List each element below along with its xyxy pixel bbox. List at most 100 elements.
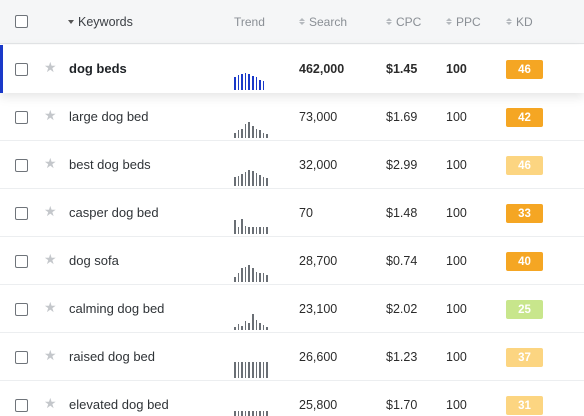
keyword-link[interactable]: elevated dog bed (69, 397, 169, 412)
sort-icon (386, 18, 392, 25)
trend-bar (244, 321, 247, 330)
trend-bar (251, 268, 254, 282)
keyword-link[interactable]: calming dog bed (69, 301, 165, 316)
trend-bar (244, 124, 247, 138)
trend-bar (262, 362, 265, 378)
table-row[interactable]: ★ elevated dog bed 25,800 $1.70 100 31 (0, 381, 584, 416)
row-checkbox[interactable] (15, 63, 28, 76)
trend-bar (237, 324, 240, 330)
keyword-link[interactable]: large dog bed (69, 109, 149, 124)
row-checkbox[interactable] (15, 207, 28, 220)
table-row[interactable]: ★ dog beds 462,000 $1.45 100 46 (0, 45, 584, 93)
trend-bar (259, 80, 261, 90)
table-row[interactable]: ★ dog sofa 28,700 $0.74 100 40 (0, 237, 584, 285)
row-checkbox[interactable] (15, 399, 28, 412)
sort-icon (446, 18, 452, 25)
row-checkbox[interactable] (15, 159, 28, 172)
trend-bar (248, 122, 250, 138)
star-icon[interactable]: ★ (44, 203, 57, 219)
row-checkbox[interactable] (15, 255, 28, 268)
keyword-link[interactable]: dog sofa (69, 253, 119, 268)
table-row[interactable]: ★ raised dog bed 26,600 $1.23 100 37 (0, 333, 584, 381)
trend-bar (255, 77, 258, 90)
header-keywords-label: Keywords (78, 14, 133, 29)
header-cpc[interactable]: CPC (386, 0, 421, 43)
header-kd-label: KD (516, 14, 533, 29)
star-icon[interactable]: ★ (44, 299, 57, 315)
trend-bar (255, 129, 258, 138)
search-volume: 23,100 (299, 302, 338, 316)
trend-bar (237, 130, 240, 138)
trend-bar (244, 172, 247, 186)
trend-bar (234, 220, 236, 234)
search-volume: 70 (299, 206, 313, 220)
search-volume: 462,000 (299, 62, 345, 76)
keyword-link[interactable]: casper dog bed (69, 205, 159, 220)
cpc-value: $1.70 (386, 398, 418, 412)
ppc-value: 100 (446, 350, 467, 364)
header-search[interactable]: Search (299, 0, 347, 43)
trend-bar (237, 227, 240, 234)
trend-bar (244, 73, 247, 90)
trend-bar (244, 362, 247, 378)
header-ppc-label: PPC (456, 14, 481, 29)
star-icon[interactable]: ★ (44, 395, 57, 411)
cpc-value: $1.45 (386, 62, 418, 76)
kd-badge: 40 (506, 252, 543, 271)
search-volume: 25,800 (299, 398, 338, 412)
trend-bar (255, 320, 258, 330)
trend-bar (266, 178, 268, 186)
table-row[interactable]: ★ calming dog bed 23,100 $2.02 100 25 (0, 285, 584, 333)
trend-bar (266, 134, 268, 138)
trend-bar (255, 173, 258, 186)
trend-bar (259, 175, 261, 186)
trend-bar (244, 267, 247, 282)
star-icon[interactable]: ★ (44, 251, 57, 267)
header-trend-label: Trend (234, 14, 265, 29)
trend-bar (251, 171, 254, 186)
trend-bar (259, 273, 261, 282)
table-row[interactable]: ★ casper dog bed 70 $1.48 100 33 (0, 189, 584, 237)
star-icon[interactable]: ★ (44, 107, 57, 123)
row-checkbox[interactable] (15, 303, 28, 316)
trend-bar (237, 362, 240, 378)
ppc-value: 100 (446, 62, 467, 76)
trend-sparkline (234, 312, 276, 330)
table-row[interactable]: ★ best dog beds 32,000 $2.99 100 46 (0, 141, 584, 189)
trend-bar (237, 75, 240, 90)
trend-bar (237, 176, 240, 186)
trend-bar (237, 411, 240, 416)
trend-bar (251, 76, 254, 90)
trend-bar (244, 411, 247, 416)
trend-bar (262, 273, 265, 282)
trend-bar (241, 411, 243, 416)
trend-bar (259, 362, 261, 378)
keyword-link[interactable]: dog beds (69, 61, 127, 76)
star-icon[interactable]: ★ (44, 155, 57, 171)
trend-bar (248, 265, 250, 282)
search-volume: 26,600 (299, 350, 338, 364)
kd-badge: 37 (506, 348, 543, 367)
trend-sparkline (234, 216, 276, 234)
header-kd[interactable]: KD (506, 0, 533, 43)
header-search-label: Search (309, 14, 348, 29)
header-cpc-label: CPC (396, 14, 422, 29)
header-keywords[interactable]: Keywords (68, 0, 133, 43)
row-checkbox[interactable] (15, 111, 28, 124)
search-volume: 73,000 (299, 110, 338, 124)
trend-bar (234, 327, 236, 330)
search-volume: 32,000 (299, 158, 338, 172)
star-icon[interactable]: ★ (44, 347, 57, 363)
trend-bar (266, 362, 268, 378)
kd-badge: 46 (506, 60, 543, 79)
row-checkbox[interactable] (15, 351, 28, 364)
trend-bar (251, 126, 254, 138)
trend-bar (262, 133, 265, 138)
header-ppc[interactable]: PPC (446, 0, 481, 43)
keyword-link[interactable]: raised dog bed (69, 349, 156, 364)
trend-bar (251, 362, 254, 378)
keyword-link[interactable]: best dog beds (69, 157, 151, 172)
table-row[interactable]: ★ large dog bed 73,000 $1.69 100 42 (0, 93, 584, 141)
select-all-checkbox[interactable] (15, 15, 28, 28)
star-icon[interactable]: ★ (44, 59, 57, 75)
